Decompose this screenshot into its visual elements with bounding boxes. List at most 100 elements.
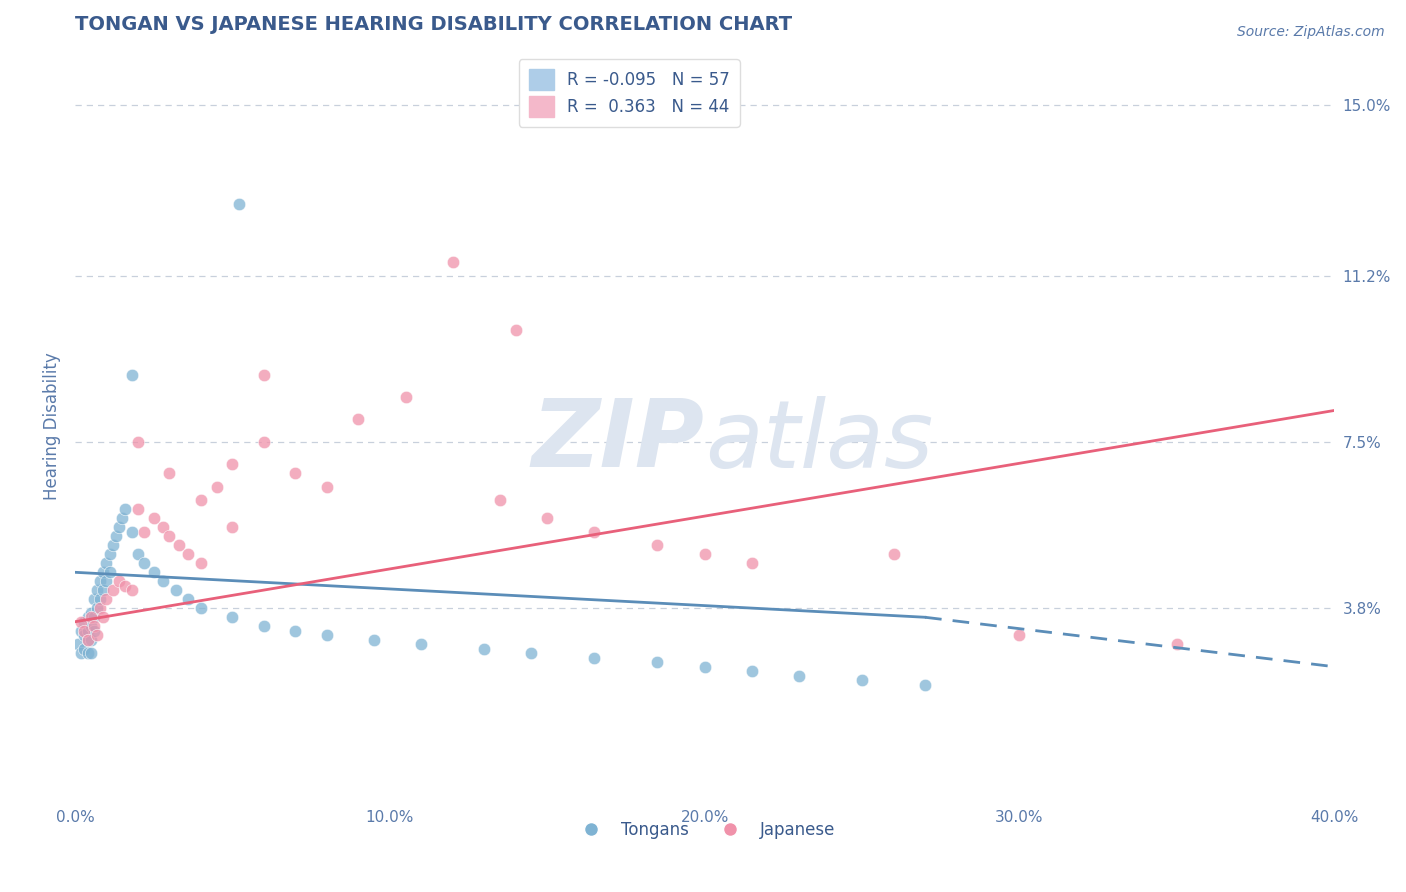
Point xyxy=(89,601,111,615)
Point xyxy=(76,610,98,624)
Point xyxy=(93,566,115,580)
Point xyxy=(583,650,606,665)
Point xyxy=(73,624,96,638)
Point xyxy=(1008,628,1031,642)
Point xyxy=(80,646,103,660)
Point xyxy=(221,610,243,624)
Point xyxy=(177,547,200,561)
Text: Source: ZipAtlas.com: Source: ZipAtlas.com xyxy=(1237,25,1385,39)
Point xyxy=(127,434,149,449)
Point xyxy=(142,566,165,580)
Point xyxy=(914,678,936,692)
Point xyxy=(86,628,108,642)
Point xyxy=(83,592,105,607)
Point xyxy=(93,610,115,624)
Point xyxy=(89,592,111,607)
Point xyxy=(67,637,90,651)
Point xyxy=(127,502,149,516)
Point xyxy=(741,664,763,678)
Point xyxy=(205,480,228,494)
Point xyxy=(80,632,103,647)
Point xyxy=(536,511,558,525)
Point xyxy=(142,511,165,525)
Point xyxy=(441,255,464,269)
Point xyxy=(165,583,187,598)
Point xyxy=(98,566,121,580)
Point xyxy=(80,610,103,624)
Point xyxy=(114,579,136,593)
Point xyxy=(86,583,108,598)
Point xyxy=(472,641,495,656)
Text: atlas: atlas xyxy=(704,396,934,487)
Point xyxy=(363,632,385,647)
Point xyxy=(83,610,105,624)
Point xyxy=(76,624,98,638)
Point xyxy=(228,196,250,211)
Point xyxy=(101,538,124,552)
Point xyxy=(489,493,512,508)
Point xyxy=(111,511,134,525)
Point xyxy=(741,557,763,571)
Point xyxy=(520,646,543,660)
Point xyxy=(394,390,416,404)
Point xyxy=(76,632,98,647)
Point xyxy=(347,412,370,426)
Point xyxy=(647,655,669,669)
Point xyxy=(253,368,276,382)
Point xyxy=(80,606,103,620)
Point xyxy=(284,467,307,481)
Point xyxy=(73,615,96,629)
Point xyxy=(177,592,200,607)
Point xyxy=(190,601,212,615)
Point xyxy=(787,669,810,683)
Point xyxy=(583,524,606,539)
Point xyxy=(73,641,96,656)
Point xyxy=(108,574,131,589)
Point xyxy=(134,524,156,539)
Point xyxy=(190,557,212,571)
Point xyxy=(152,574,174,589)
Point xyxy=(70,615,93,629)
Point xyxy=(127,547,149,561)
Point xyxy=(315,480,337,494)
Point xyxy=(159,529,181,543)
Point xyxy=(647,538,669,552)
Point xyxy=(98,547,121,561)
Point xyxy=(121,368,143,382)
Point xyxy=(190,493,212,508)
Point xyxy=(89,574,111,589)
Point xyxy=(96,592,118,607)
Point xyxy=(121,524,143,539)
Point xyxy=(693,659,716,673)
Point xyxy=(114,502,136,516)
Point xyxy=(221,458,243,472)
Point xyxy=(253,434,276,449)
Point xyxy=(693,547,716,561)
Point xyxy=(83,619,105,633)
Point xyxy=(883,547,905,561)
Point xyxy=(93,583,115,598)
Point xyxy=(134,557,156,571)
Point xyxy=(284,624,307,638)
Point xyxy=(167,538,190,552)
Point xyxy=(108,520,131,534)
Point xyxy=(96,574,118,589)
Point xyxy=(505,322,527,336)
Legend: Tongans, Japanese: Tongans, Japanese xyxy=(567,814,842,846)
Point xyxy=(159,467,181,481)
Point xyxy=(104,529,127,543)
Point xyxy=(411,637,433,651)
Point xyxy=(1166,637,1188,651)
Point xyxy=(86,601,108,615)
Point xyxy=(80,619,103,633)
Text: ZIP: ZIP xyxy=(531,395,704,487)
Point xyxy=(315,628,337,642)
Point xyxy=(253,619,276,633)
Point xyxy=(121,583,143,598)
Point xyxy=(152,520,174,534)
Point xyxy=(101,583,124,598)
Point xyxy=(73,628,96,642)
Y-axis label: Hearing Disability: Hearing Disability xyxy=(44,352,60,500)
Point xyxy=(70,646,93,660)
Point xyxy=(70,624,93,638)
